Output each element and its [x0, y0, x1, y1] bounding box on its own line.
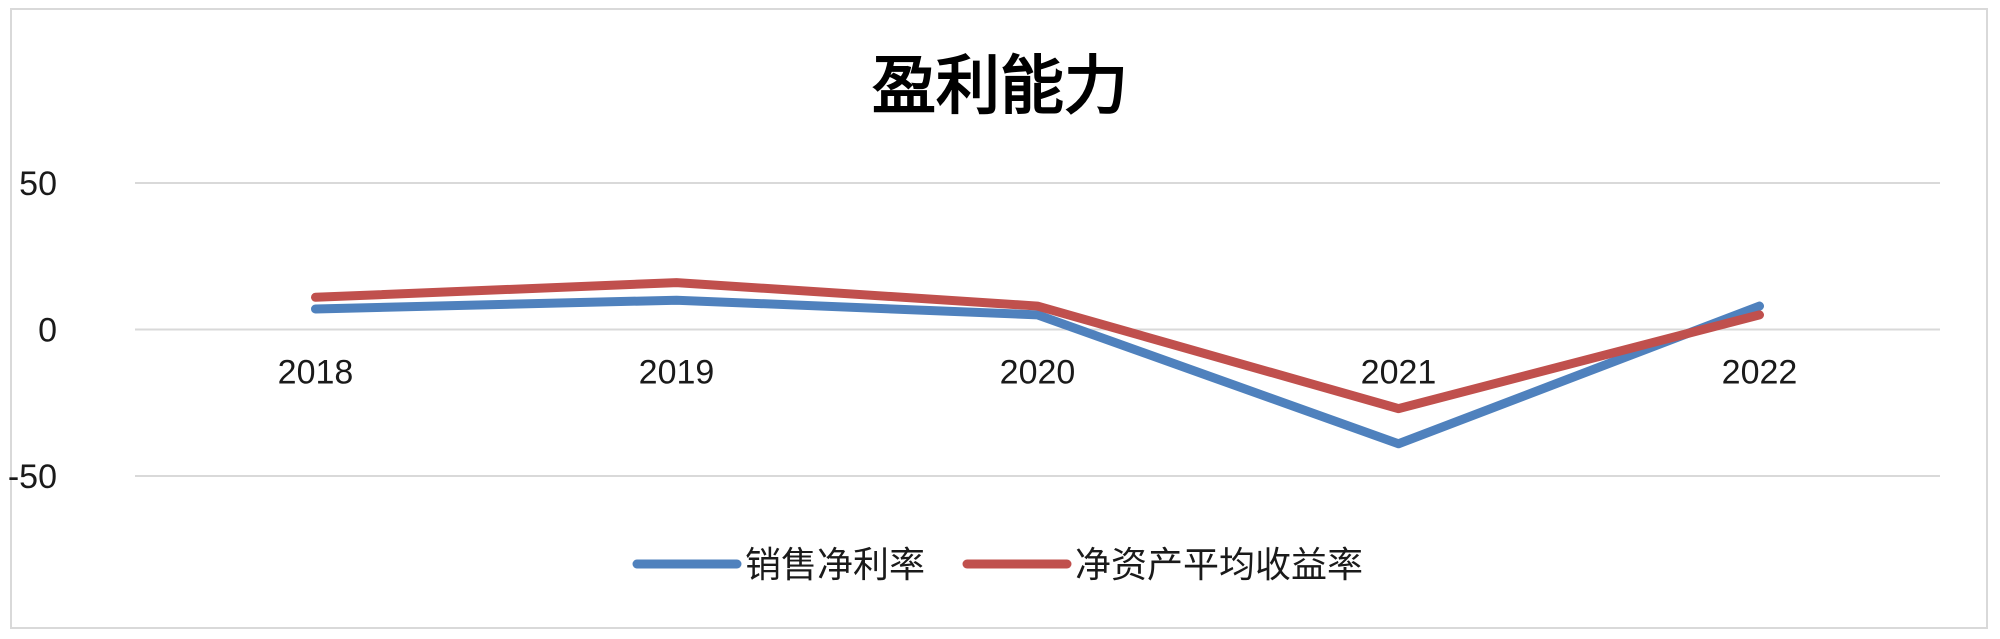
data-point — [676, 282, 677, 284]
legend-label: 净资产平均收益率 — [1075, 545, 1363, 586]
legend: 销售净利率 净资产平均收益率 — [632, 545, 1363, 586]
data-point — [676, 299, 677, 301]
y-tick-label: -50 — [8, 458, 57, 496]
x-tick-label: 2018 — [278, 354, 354, 392]
legend-label: 销售净利率 — [745, 545, 925, 586]
x-axis-tick-labels: 2018 2019 2020 2021 2022 — [278, 354, 1798, 392]
series-lines — [311, 278, 1764, 449]
gridlines — [135, 182, 1940, 477]
data-point — [1037, 305, 1038, 307]
x-tick-label: 2019 — [639, 354, 715, 392]
y-tick-label: 0 — [38, 312, 57, 350]
chart-frame — [10, 8, 1988, 629]
y-axis-tick-labels: 50 0 -50 — [8, 165, 57, 496]
data-point — [1759, 305, 1760, 307]
x-tick-label: 2022 — [1722, 354, 1798, 392]
data-point — [1037, 314, 1038, 316]
data-point — [315, 296, 316, 298]
y-tick-label: 50 — [19, 165, 57, 203]
data-point — [1759, 314, 1760, 316]
data-point — [1398, 443, 1399, 445]
data-point — [315, 308, 316, 310]
chart-title: 盈利能力 — [872, 49, 1128, 124]
x-tick-label: 2020 — [1000, 354, 1076, 392]
data-point — [1398, 408, 1399, 410]
x-tick-label: 2021 — [1361, 354, 1437, 392]
